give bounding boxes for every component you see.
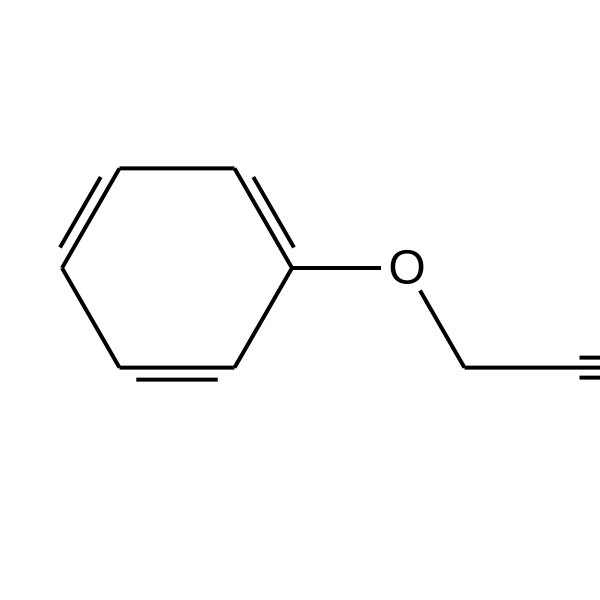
molecule-canvas: O: [0, 0, 600, 600]
atom-label-o: O: [388, 242, 425, 295]
